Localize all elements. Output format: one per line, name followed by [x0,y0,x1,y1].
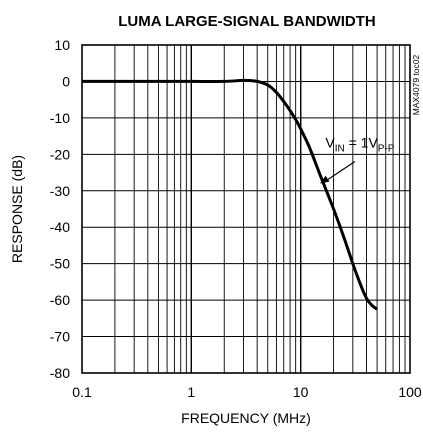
y-tick-labels: 10 0 -10 -20 -30 -40 -50 -60 -70 -80 [50,37,70,381]
annotation-label: VIN = 1VP-P [325,134,394,154]
figure-id-label: MAX4079 toc02 [411,54,421,115]
y-tick-label: -50 [50,256,70,272]
plot-area [81,44,411,374]
y-tick-label: -10 [50,110,70,126]
annotation-middle: = 1V [345,134,379,150]
y-tick-label: -60 [50,292,70,308]
annotation: VIN = 1VP-P [319,134,395,184]
y-tick-label: 0 [62,73,70,89]
chart-title: LUMA LARGE-SIGNAL BANDWIDTH [118,13,375,30]
y-tick-label: -40 [50,219,70,235]
annotation-arrow-line [324,160,356,182]
annotation-suffix-sub: P-P [378,143,395,154]
x-tick-label: 0.1 [72,384,92,400]
series-line [81,78,378,311]
y-axis-label: RESPONSE (dB) [9,155,25,263]
x-tick-labels: 0.1 1 10 100 [72,384,422,400]
y-tick-label: -20 [50,146,70,162]
x-tick-label: 10 [293,384,309,400]
x-tick-label: 1 [187,384,195,400]
y-tick-label: 10 [54,37,70,53]
grid-lines [82,45,410,373]
x-tick-label: 100 [398,384,422,400]
y-tick-label: -30 [50,183,70,199]
y-tick-label: -80 [50,365,70,381]
annotation-prefix-sub: IN [335,143,345,154]
annotation-prefix: V [325,134,335,150]
y-tick-label: -70 [50,329,70,345]
annotation-arrowhead [319,175,330,184]
x-axis-label: FREQUENCY (MHz) [181,410,311,426]
